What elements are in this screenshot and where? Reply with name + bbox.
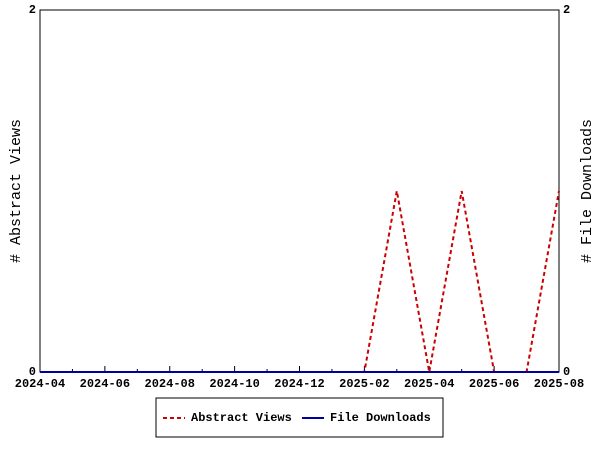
x-tick-label: 2025-06 <box>469 377 519 391</box>
x-tick-label: 2024-04 <box>15 377 65 391</box>
legend-label: Abstract Views <box>191 411 292 425</box>
x-tick-label: 2024-08 <box>145 377 195 391</box>
x-tick-label: 2024-12 <box>274 377 324 391</box>
x-tick-label: 2025-02 <box>339 377 389 391</box>
series-line <box>40 190 560 373</box>
x-tick-label: 2024-10 <box>209 377 259 391</box>
y-tick-label: 0 <box>29 365 36 379</box>
legend <box>155 397 444 438</box>
y-tick-label: 2 <box>29 3 36 17</box>
y2-axis-label: # File Downloads <box>579 119 596 263</box>
y-axis-label: # Abstract Views <box>8 119 25 263</box>
legend-label: File Downloads <box>330 411 431 425</box>
x-tick-label: 2024-06 <box>80 377 130 391</box>
x-tick-label: 2025-08 <box>534 377 584 391</box>
x-tick-label: 2025-04 <box>404 377 454 391</box>
y2-tick-label: 2 <box>563 3 570 17</box>
plot-frame <box>39 9 560 373</box>
y2-tick-label: 0 <box>563 365 570 379</box>
